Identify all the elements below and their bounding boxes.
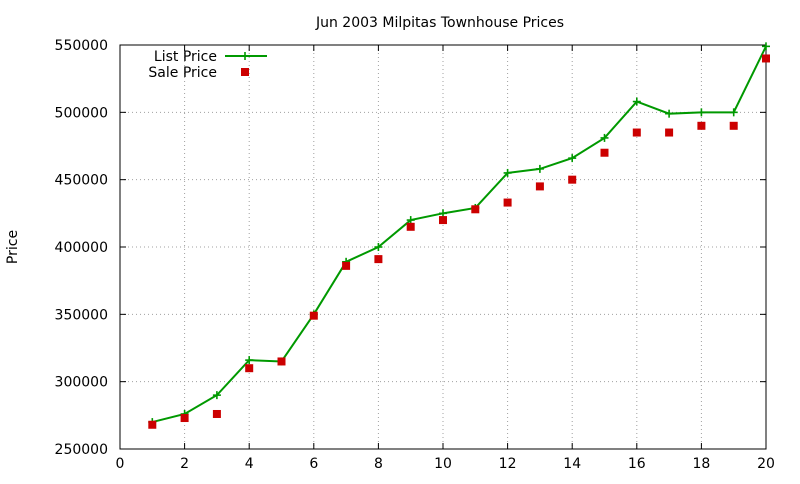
chart-title: Jun 2003 Milpitas Townhouse Prices: [315, 15, 564, 31]
y-tick-label: 300000: [55, 375, 108, 391]
x-tick-label: 6: [309, 456, 318, 472]
data-point: [697, 121, 706, 130]
data-point: [374, 255, 383, 264]
y-tick-label: 450000: [55, 173, 108, 189]
axes: 0 2 4 6 8 10 12 14 16 18 20 250000 300000 350000 40000…: [55, 38, 775, 472]
data-point: [277, 357, 286, 366]
data-point: [665, 128, 674, 137]
data-point: [180, 414, 189, 423]
series-line: [152, 45, 767, 424]
x-tick-label: 2: [180, 456, 189, 472]
data-point: [309, 311, 318, 320]
data-point: [632, 97, 641, 106]
data-point: [503, 168, 512, 177]
data-point: [568, 154, 577, 163]
data-point: [245, 364, 254, 373]
data-point: [503, 198, 512, 207]
y-axis-label: Price: [5, 230, 21, 264]
y-tick-label: 400000: [55, 240, 108, 256]
data-point: [600, 148, 609, 157]
data-point: [535, 182, 544, 191]
series-sale-price: [148, 54, 770, 429]
x-tick-label: 12: [499, 456, 517, 472]
x-tick-label: 18: [692, 456, 710, 472]
data-point: [439, 216, 447, 225]
data-point: [342, 261, 351, 270]
data-series: [148, 42, 770, 429]
data-point: [535, 164, 544, 173]
legend-marker: [241, 52, 249, 60]
x-tick-label: 0: [116, 456, 125, 472]
data-point: [245, 356, 254, 365]
y-tick-label: 500000: [55, 105, 108, 121]
data-point: [665, 109, 674, 118]
data-point: [439, 209, 447, 218]
x-tick-label: 10: [434, 456, 452, 472]
y-tick-label: 250000: [55, 442, 108, 458]
data-point: [212, 409, 221, 418]
data-point: [212, 391, 221, 400]
data-point: [148, 420, 157, 429]
x-tick-label: 14: [563, 456, 581, 472]
data-point: [632, 128, 641, 137]
y-tick-label: 350000: [55, 307, 108, 323]
data-point: [406, 222, 415, 231]
data-point: [729, 121, 738, 130]
data-point: [600, 133, 609, 142]
x-tick-label: 20: [757, 456, 775, 472]
data-point: [762, 54, 770, 63]
x-tick-label: 16: [628, 456, 646, 472]
x-tick-label: 4: [245, 456, 254, 472]
x-tick-label: 8: [374, 456, 383, 472]
legend-label: Sale Price: [148, 65, 217, 81]
data-point: [729, 108, 738, 117]
series-list-price: [148, 42, 770, 427]
legend-label: List Price: [154, 49, 217, 65]
data-point: [762, 42, 770, 51]
data-point: [471, 205, 480, 214]
data-point: [697, 108, 706, 117]
data-point: [406, 216, 415, 225]
grid-lines: [120, 45, 766, 449]
data-point: [568, 175, 577, 184]
data-point: [374, 243, 383, 251]
legend-marker: [241, 68, 249, 76]
y-tick-label: 550000: [55, 38, 108, 54]
